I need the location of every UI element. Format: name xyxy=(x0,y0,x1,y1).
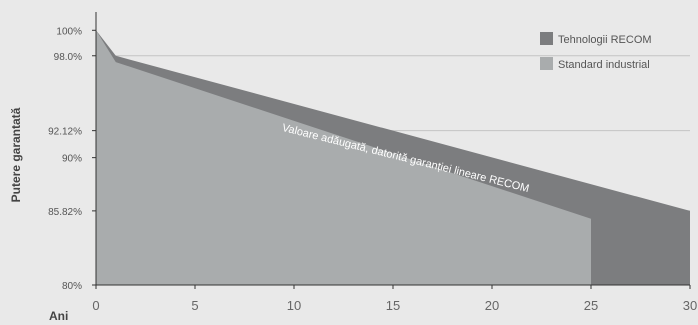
legend-label-1: Standard industrial xyxy=(558,59,650,71)
legend: Tehnologii RECOM Standard industrial xyxy=(540,32,652,71)
area-series-1 xyxy=(96,30,591,285)
areas xyxy=(96,30,690,285)
y-tick-label-4: 85.82% xyxy=(48,207,82,218)
x-tick-label-4: 20 xyxy=(485,298,499,313)
y-tick-label-1: 98.0% xyxy=(54,52,82,63)
x-tick-label-3: 15 xyxy=(386,298,400,313)
x-tick-label-0: 0 xyxy=(92,298,99,313)
x-ticks: 0 5 10 15 20 25 30 xyxy=(92,285,697,313)
y-axis-title: Putere garantată xyxy=(9,107,23,202)
legend-swatch-1 xyxy=(540,57,553,70)
x-tick-label-1: 5 xyxy=(191,298,198,313)
x-tick-label-2: 10 xyxy=(287,298,301,313)
legend-label-0: Tehnologii RECOM xyxy=(558,34,652,46)
legend-swatch-0 xyxy=(540,32,553,45)
x-tick-label-5: 25 xyxy=(584,298,598,313)
y-tick-label-0: 100% xyxy=(56,26,82,37)
y-tick-label-5: 80% xyxy=(62,281,82,292)
x-axis-title: Ani xyxy=(49,309,68,323)
y-ticks: 100% 98.0% 92.12% 90% 85.82% 80% xyxy=(48,26,96,292)
y-tick-label-2: 92.12% xyxy=(48,127,82,138)
x-tick-label-6: 30 xyxy=(683,298,697,313)
y-tick-label-3: 90% xyxy=(62,154,82,165)
